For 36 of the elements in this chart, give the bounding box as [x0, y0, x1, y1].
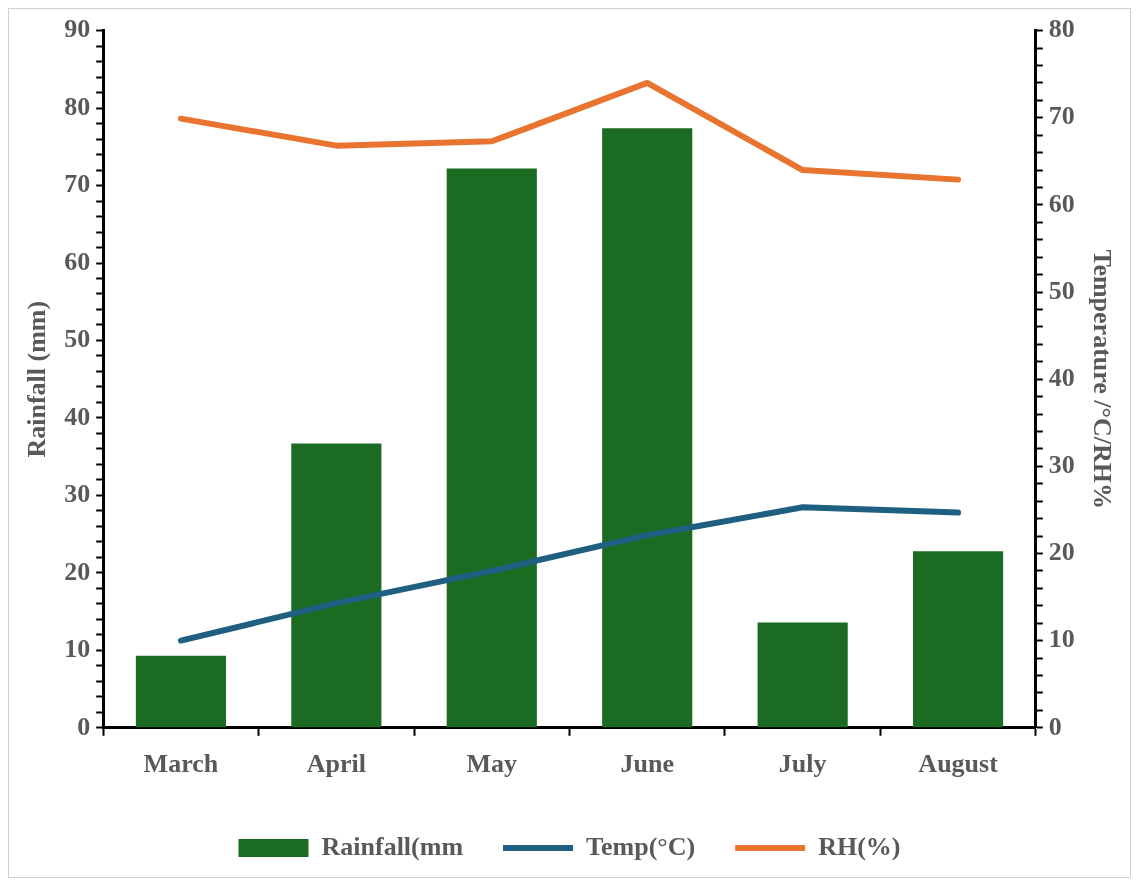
y2-tick-label: 80: [1048, 14, 1075, 44]
y-axis-title: Rainfall (mm): [22, 300, 52, 458]
legend-label: RH(%): [818, 831, 901, 861]
bar: [757, 622, 848, 728]
x-tick-label: June: [620, 749, 674, 779]
x-tick-label: July: [778, 749, 827, 779]
y2-tick-label: 40: [1048, 362, 1075, 392]
bar: [602, 128, 693, 728]
y-tick-label: 30: [64, 479, 91, 509]
y-tick-label: 0: [77, 711, 91, 741]
legend-label: Rainfall(mm: [321, 831, 464, 861]
y2-tick-label: 60: [1048, 188, 1075, 218]
x-tick-label: March: [143, 749, 219, 779]
y2-tick-label: 30: [1048, 450, 1075, 480]
y-tick-label: 90: [64, 14, 91, 44]
bar: [446, 168, 537, 728]
y2-tick-label: 20: [1048, 537, 1075, 567]
y-tick-label: 80: [64, 91, 91, 121]
y-tick-label: 70: [64, 169, 91, 199]
bar: [291, 443, 382, 728]
y2-tick-label: 0: [1048, 711, 1062, 741]
bar: [135, 655, 226, 728]
x-tick-label: August: [918, 749, 999, 779]
y-tick-label: 10: [64, 634, 91, 664]
y-tick-label: 40: [64, 401, 91, 431]
y2-tick-label: 50: [1048, 275, 1075, 305]
bar: [913, 551, 1004, 728]
y-tick-label: 20: [64, 556, 91, 586]
y2-tick-label: 70: [1048, 101, 1075, 131]
y-tick-label: 50: [64, 324, 91, 354]
legend-label: Temp(°C): [586, 831, 696, 861]
y2-axis-title: Temperature /°C/RH%: [1087, 249, 1117, 509]
y2-tick-label: 10: [1048, 624, 1075, 654]
y-tick-label: 60: [64, 246, 91, 276]
x-tick-label: May: [466, 749, 518, 779]
x-tick-label: April: [306, 749, 366, 779]
